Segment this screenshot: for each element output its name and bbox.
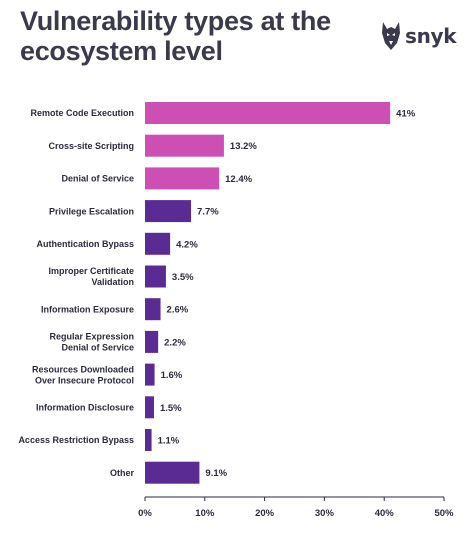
snyk-dog-icon	[382, 22, 400, 50]
category-label-10: Access Restriction Bypass	[18, 435, 134, 445]
bar-0	[145, 102, 391, 124]
chart-title-line-1: Vulnerability types at the	[20, 6, 331, 36]
bar-5	[145, 265, 166, 288]
category-label-4: Authentication Bypass	[36, 239, 134, 249]
category-label-5: Improper Certificate Validation	[48, 266, 134, 287]
value-label-10: 1.1%	[158, 436, 180, 447]
category-label-8: Resources Downloaded Over Insecure Protoc…	[32, 364, 134, 385]
snyk-logo-text: snyk	[405, 24, 457, 48]
bar-11	[145, 461, 200, 484]
category-label-3: Privilege Escalation	[49, 206, 134, 216]
bar-7	[145, 330, 159, 353]
x-tick-label-4: 40%	[375, 508, 395, 519]
category-label-6: Information Exposure	[41, 304, 134, 314]
x-tick-label-5: 50%	[434, 508, 454, 519]
value-label-7: 2.2%	[164, 337, 186, 348]
bar-3	[145, 200, 192, 223]
value-label-11: 9.1%	[205, 468, 227, 479]
value-label-3: 7.7%	[197, 207, 219, 218]
value-label-5: 3.5%	[172, 272, 194, 283]
x-tick-label-2: 20%	[255, 508, 275, 519]
category-label-11: Other	[110, 468, 135, 478]
bar-10	[145, 429, 152, 451]
category-label-1: Cross-site Scripting	[48, 141, 134, 151]
value-label-2: 12.4%	[225, 174, 252, 185]
bar-8	[145, 363, 155, 386]
value-label-8: 1.6%	[161, 370, 183, 381]
value-label-6: 2.6%	[167, 305, 189, 316]
value-label-0: 41%	[396, 109, 416, 120]
chart-title-line-2: ecosystem level	[20, 36, 223, 66]
x-tick-label-3: 30%	[315, 508, 335, 519]
bar-2	[145, 167, 220, 190]
x-tick-label-0: 0%	[138, 508, 152, 519]
value-label-1: 13.2%	[230, 141, 257, 152]
bar-9	[145, 396, 154, 419]
bar-1	[145, 134, 224, 157]
bar-6	[145, 298, 161, 321]
category-label-9: Information Disclosure	[36, 403, 134, 413]
chart-title: Vulnerability types at the ecosystem lev…	[20, 6, 360, 66]
x-tick-label-1: 10%	[195, 508, 215, 519]
category-label-0: Remote Code Execution	[30, 108, 134, 118]
category-label-7: Regular Expression Denial of Service	[49, 332, 134, 353]
category-label-2: Denial of Service	[61, 174, 134, 184]
snyk-logo: snyk	[381, 20, 457, 52]
value-label-9: 1.5%	[160, 403, 182, 414]
bar-4	[145, 232, 171, 255]
value-label-4: 4.2%	[176, 239, 198, 250]
